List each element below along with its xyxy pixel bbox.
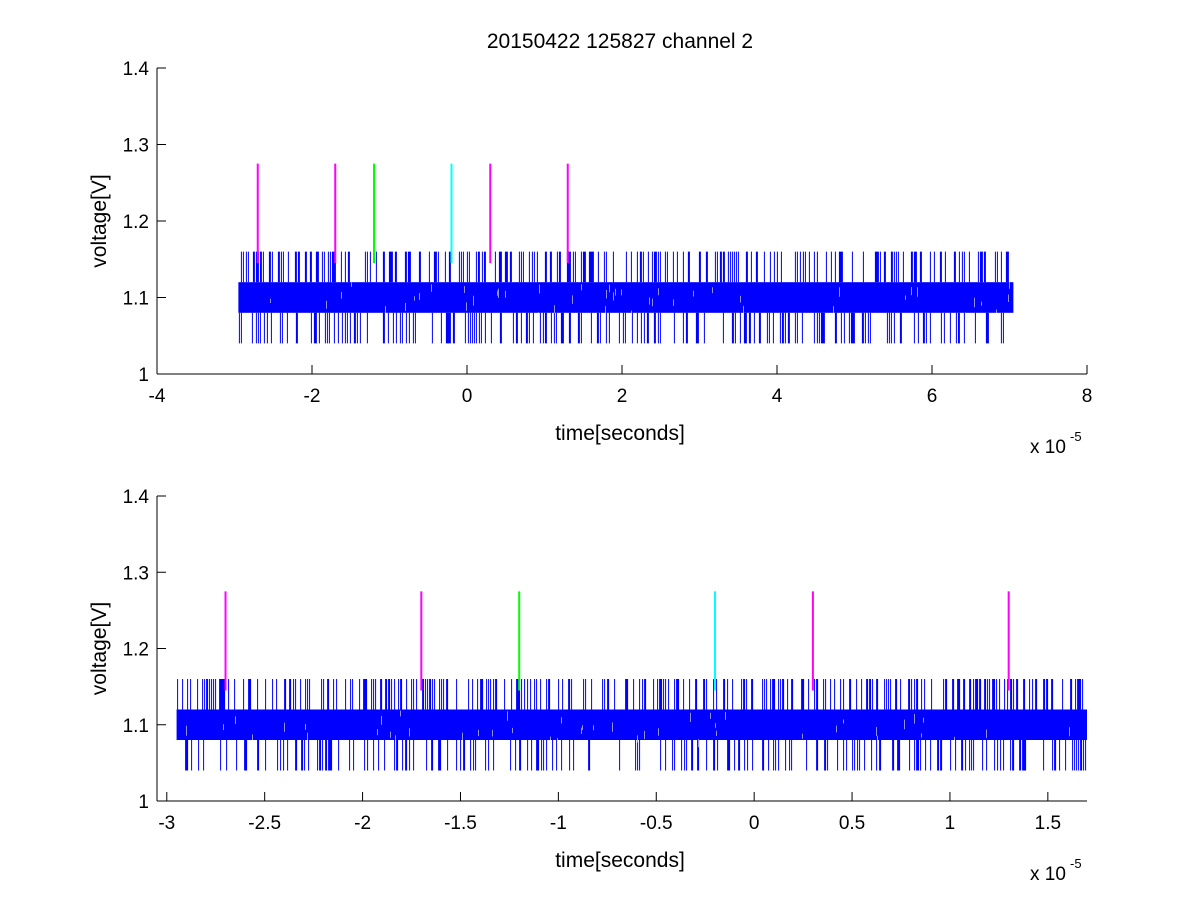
- signal-trace: [176, 679, 1087, 771]
- x-axis-title: time[seconds]: [555, 849, 685, 872]
- y-tick-label: 1.3: [123, 563, 149, 584]
- y-tick-label: 1.2: [123, 212, 149, 233]
- x-tick-label: 0.5: [839, 813, 865, 834]
- y-tick-label: 1.4: [123, 487, 150, 508]
- signal-band: [176, 709, 1087, 740]
- signal-spikes-high: [177, 679, 1084, 710]
- x-tick-label: 1.5: [1035, 813, 1061, 834]
- x-multiplier: x 10: [1030, 864, 1066, 885]
- x-tick-label: 1: [945, 813, 956, 834]
- x-tick-label: -3: [158, 813, 175, 834]
- x-tick-label: 0: [749, 813, 760, 834]
- y-tick-label: 1.2: [123, 640, 149, 661]
- x-tick-label: 4: [772, 386, 783, 407]
- signal-texture: [270, 282, 1010, 323]
- signal-trace: [238, 251, 1014, 344]
- x-tick-label: 6: [927, 386, 938, 407]
- signal-texture: [186, 710, 1070, 748]
- signal-spikes-low: [238, 312, 1004, 344]
- x-tick-label: -2: [354, 813, 371, 834]
- bottom-panel: -3 -2.5 -2 -1.5 -1 -0.5 0 0.5 1 1.5 1 1.1 1.2 1.3 1.4 t…: [88, 487, 1087, 885]
- y-tick-label: 1.1: [123, 716, 149, 737]
- x-axis-title: time[seconds]: [555, 422, 685, 445]
- y-axis-title: voltage[V]: [88, 174, 111, 267]
- x-tick-label: -0.5: [640, 813, 673, 834]
- signal-spikes-high: [240, 251, 1009, 283]
- x-tick-label: -4: [149, 386, 166, 407]
- x-tick-label: -1.5: [444, 813, 477, 834]
- x-tick-label: 8: [1082, 386, 1093, 407]
- y-tick-label: 1: [138, 365, 149, 386]
- x-tick-label: 0: [462, 386, 473, 407]
- y-axis-title: voltage[V]: [88, 602, 111, 695]
- x-multiplier: x 10: [1030, 437, 1066, 458]
- signal-spikes-low: [185, 740, 1087, 771]
- y-tick-label: 1.1: [123, 289, 149, 310]
- x-tick-label: -1: [550, 813, 567, 834]
- y-tick-label: 1.4: [123, 59, 150, 80]
- x-multiplier-exponent: -5: [1070, 856, 1082, 871]
- x-tick-label: 2: [617, 386, 628, 407]
- signal-band: [238, 282, 1014, 313]
- y-tick-label: 1: [138, 792, 149, 813]
- figure-title: 20150422 125827 channel 2: [487, 30, 753, 53]
- x-multiplier-exponent: -5: [1070, 429, 1082, 444]
- top-panel: -4 -2 0 2 4 6 8 1 1.1 1.2 1.3 1.4 time[seconds] volta…: [88, 59, 1092, 458]
- x-tick-label: -2: [304, 386, 321, 407]
- y-tick-label: 1.3: [123, 136, 149, 157]
- x-tick-label: -2.5: [248, 813, 281, 834]
